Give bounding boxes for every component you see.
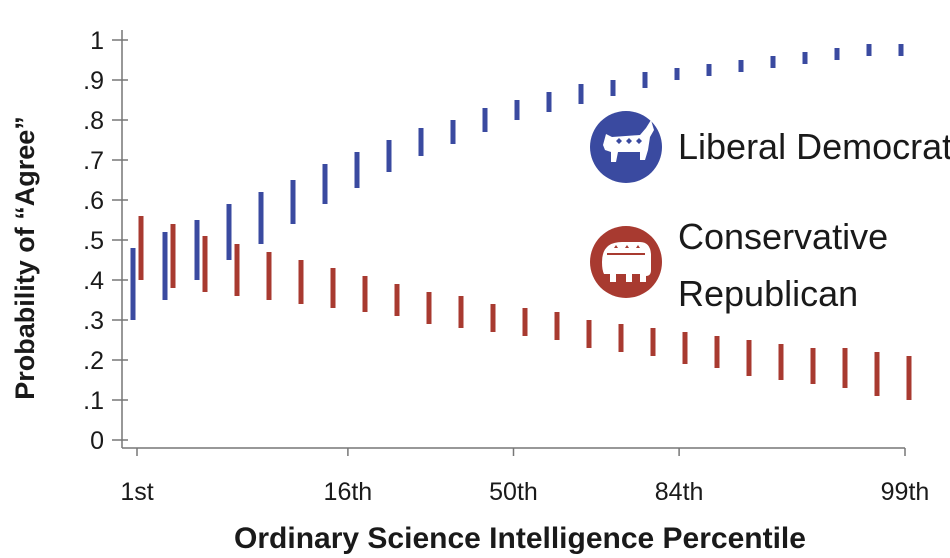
legend-item-republican: Conservative Republican [590, 216, 888, 314]
x-tick-label: 84th [655, 478, 704, 506]
y-tick-label: .4 [83, 267, 104, 295]
x-ticks: 1st 16th 50th 84th 99th [120, 448, 929, 506]
x-tick-label: 1st [120, 478, 153, 506]
y-ticks: 0 .1 .2 .3 .4 .5 .6 .7 .8 .9 1 [83, 27, 128, 455]
x-axis-label: Ordinary Science Intelligence Percentile [234, 522, 806, 555]
y-tick-label: 0 [90, 427, 104, 455]
y-tick-label: .3 [83, 307, 104, 335]
y-tick-label: .1 [83, 387, 104, 415]
y-tick-label: .2 [83, 347, 104, 375]
error-bars [130, 44, 912, 400]
y-tick-label: 1 [90, 27, 104, 55]
y-tick-label: .5 [83, 227, 104, 255]
x-tick-label: 50th [489, 478, 538, 506]
x-tick-label: 16th [324, 478, 373, 506]
y-tick-label: .9 [83, 67, 104, 95]
x-tick-label: 99th [881, 478, 930, 506]
elephant-icon [590, 226, 662, 298]
legend-label-republican-line2: Republican [678, 273, 858, 314]
legend-label-democrat: Liberal Democrat [678, 126, 950, 167]
legend-item-democrat: Liberal Democrat [590, 111, 950, 183]
y-tick-label: .6 [83, 187, 104, 215]
y-axis-label: Probability of “Agree” [10, 116, 40, 400]
y-tick-label: .7 [83, 147, 104, 175]
legend-label-republican-line1: Conservative [678, 216, 888, 257]
donkey-icon [590, 111, 662, 183]
y-tick-label: .8 [83, 107, 104, 135]
